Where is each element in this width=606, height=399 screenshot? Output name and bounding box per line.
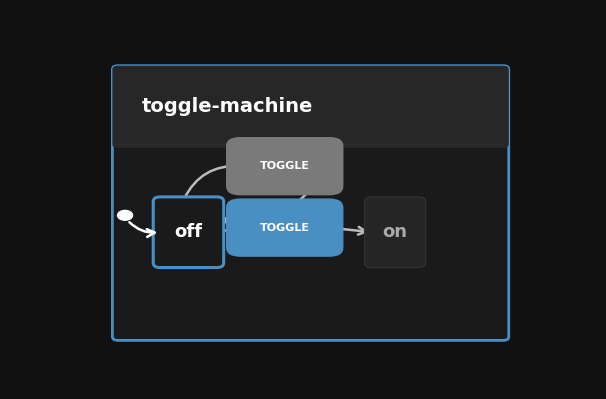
Text: TOGGLE: TOGGLE — [260, 161, 310, 171]
FancyBboxPatch shape — [226, 198, 344, 257]
Text: on: on — [382, 223, 408, 241]
Text: toggle-machine: toggle-machine — [142, 97, 313, 116]
FancyBboxPatch shape — [112, 66, 509, 148]
Circle shape — [118, 210, 133, 220]
FancyBboxPatch shape — [226, 137, 344, 196]
Text: off: off — [175, 223, 202, 241]
FancyBboxPatch shape — [112, 66, 509, 340]
FancyBboxPatch shape — [153, 197, 224, 268]
Text: TOGGLE: TOGGLE — [260, 223, 310, 233]
FancyBboxPatch shape — [365, 197, 425, 268]
